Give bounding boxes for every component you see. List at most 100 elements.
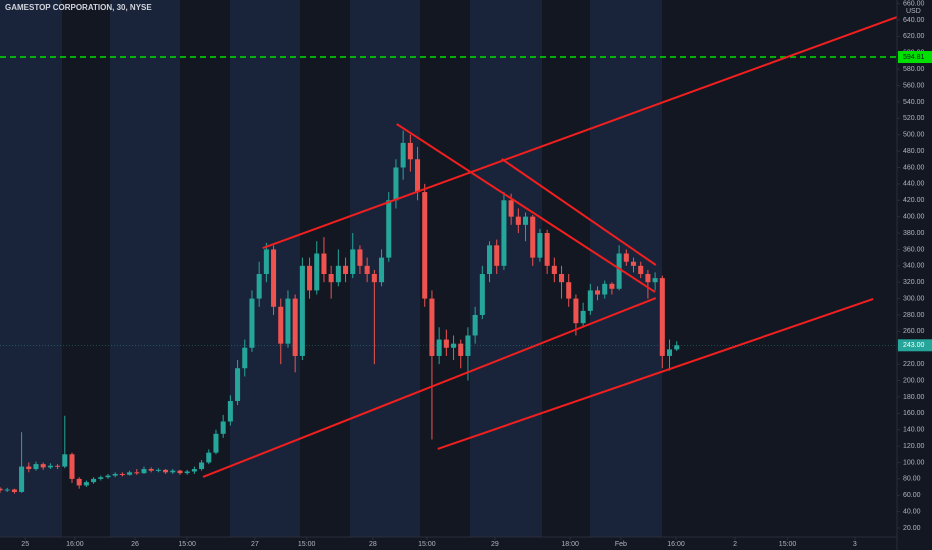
y-tick-label: 100.00: [903, 459, 925, 466]
candle-body: [630, 261, 637, 266]
x-tick-label: 27: [251, 541, 259, 548]
y-tick-label: 500.00: [903, 132, 925, 139]
candle-body: [386, 200, 392, 258]
y-tick-label: 300.00: [903, 295, 925, 302]
x-tick-label: 28: [369, 541, 377, 548]
candle-body: [155, 469, 161, 471]
candle-body: [530, 216, 536, 258]
candle-body: [595, 290, 601, 295]
candle-body: [508, 200, 514, 217]
candle-body: [379, 257, 385, 283]
candle-body: [494, 245, 500, 266]
candle-body: [674, 345, 680, 350]
y-tick-label: 260.00: [903, 328, 925, 335]
candle-body: [278, 306, 284, 344]
candle-body: [33, 464, 39, 470]
y-tick-label: 320.00: [903, 279, 925, 286]
last-price-label: 243.00: [903, 342, 925, 349]
candle-body: [451, 343, 457, 348]
y-tick-label: 420.00: [903, 197, 925, 204]
candle-body: [623, 253, 629, 262]
candle-body: [638, 265, 644, 275]
y-tick-label: 580.00: [903, 66, 925, 73]
candle-body: [501, 200, 507, 266]
candle-body: [242, 347, 248, 369]
candle-body: [112, 473, 118, 476]
candle-body: [443, 339, 449, 348]
candle-body: [184, 471, 190, 474]
candle-body: [98, 477, 104, 479]
x-tick-label: 18:00: [561, 541, 579, 548]
y-tick-label: 280.00: [903, 312, 925, 319]
candle-body: [544, 233, 550, 266]
y-tick-label: 660.00: [903, 0, 925, 7]
x-tick-label: 3: [853, 541, 857, 548]
candle-body: [227, 401, 233, 422]
y-tick-label: 560.00: [903, 82, 925, 89]
y-tick-label: 640.00: [903, 17, 925, 24]
y-axis-label: USD: [906, 8, 921, 15]
price-tag: [898, 51, 932, 64]
candle-body: [551, 265, 557, 275]
candle-body: [235, 368, 241, 402]
x-tick-label: 26: [131, 541, 139, 548]
candle-body: [515, 216, 521, 225]
y-tick-label: 20.00: [903, 525, 921, 532]
candle-body: [429, 298, 435, 356]
x-tick-label: Feb: [615, 541, 627, 548]
x-tick-label: 16:00: [667, 541, 685, 548]
candle-body: [11, 489, 17, 492]
candle-body: [343, 265, 349, 275]
candle-body: [357, 249, 363, 266]
candle-body: [263, 249, 269, 275]
candle-body: [4, 489, 10, 491]
x-tick-label: 2: [733, 541, 737, 548]
candle-body: [479, 274, 485, 315]
candle-body: [609, 283, 615, 289]
trendline: [501, 158, 657, 266]
candle-body: [220, 421, 226, 434]
y-tick-label: 200.00: [903, 377, 925, 384]
candle-body: [134, 472, 140, 474]
y-tick-label: 400.00: [903, 213, 925, 220]
candle-body: [587, 290, 593, 311]
candle-body: [256, 274, 262, 299]
trendline: [437, 297, 874, 450]
y-tick-label: 460.00: [903, 164, 925, 171]
y-tick-label: 80.00: [903, 476, 921, 483]
candle-body: [393, 167, 399, 201]
candle-body: [523, 216, 529, 225]
y-tick-label: 620.00: [903, 33, 925, 40]
y-tick-label: 440.00: [903, 181, 925, 188]
candle-body: [436, 339, 442, 356]
y-tick-label: 40.00: [903, 508, 921, 515]
candle-body: [422, 192, 428, 299]
candle-body: [566, 282, 572, 299]
y-tick-label: 120.00: [903, 443, 925, 450]
candle-body: [659, 278, 665, 356]
candle-body: [76, 478, 82, 486]
candle-body: [191, 469, 197, 472]
candle-body: [487, 245, 493, 275]
y-tick-label: 520.00: [903, 115, 925, 122]
last-price-tag: [898, 339, 932, 352]
candle-body: [371, 274, 377, 283]
trendline: [396, 123, 656, 293]
y-tick-label: 60.00: [903, 492, 921, 499]
x-tick-label: 16:00: [66, 541, 84, 548]
y-tick-label: 360.00: [903, 246, 925, 253]
candle-body: [602, 283, 608, 295]
candle-body: [559, 274, 565, 283]
candle-body: [83, 482, 89, 486]
candle-body: [364, 265, 370, 275]
candle-body: [458, 343, 464, 356]
candle-body: [206, 452, 212, 463]
candle-body: [271, 249, 277, 307]
x-tick-label: 15:00: [779, 541, 797, 548]
y-tick-label: 340.00: [903, 263, 925, 270]
candle-body: [26, 466, 32, 470]
candle-body: [407, 142, 413, 160]
candle-body: [141, 469, 147, 474]
candle-body: [69, 454, 75, 479]
